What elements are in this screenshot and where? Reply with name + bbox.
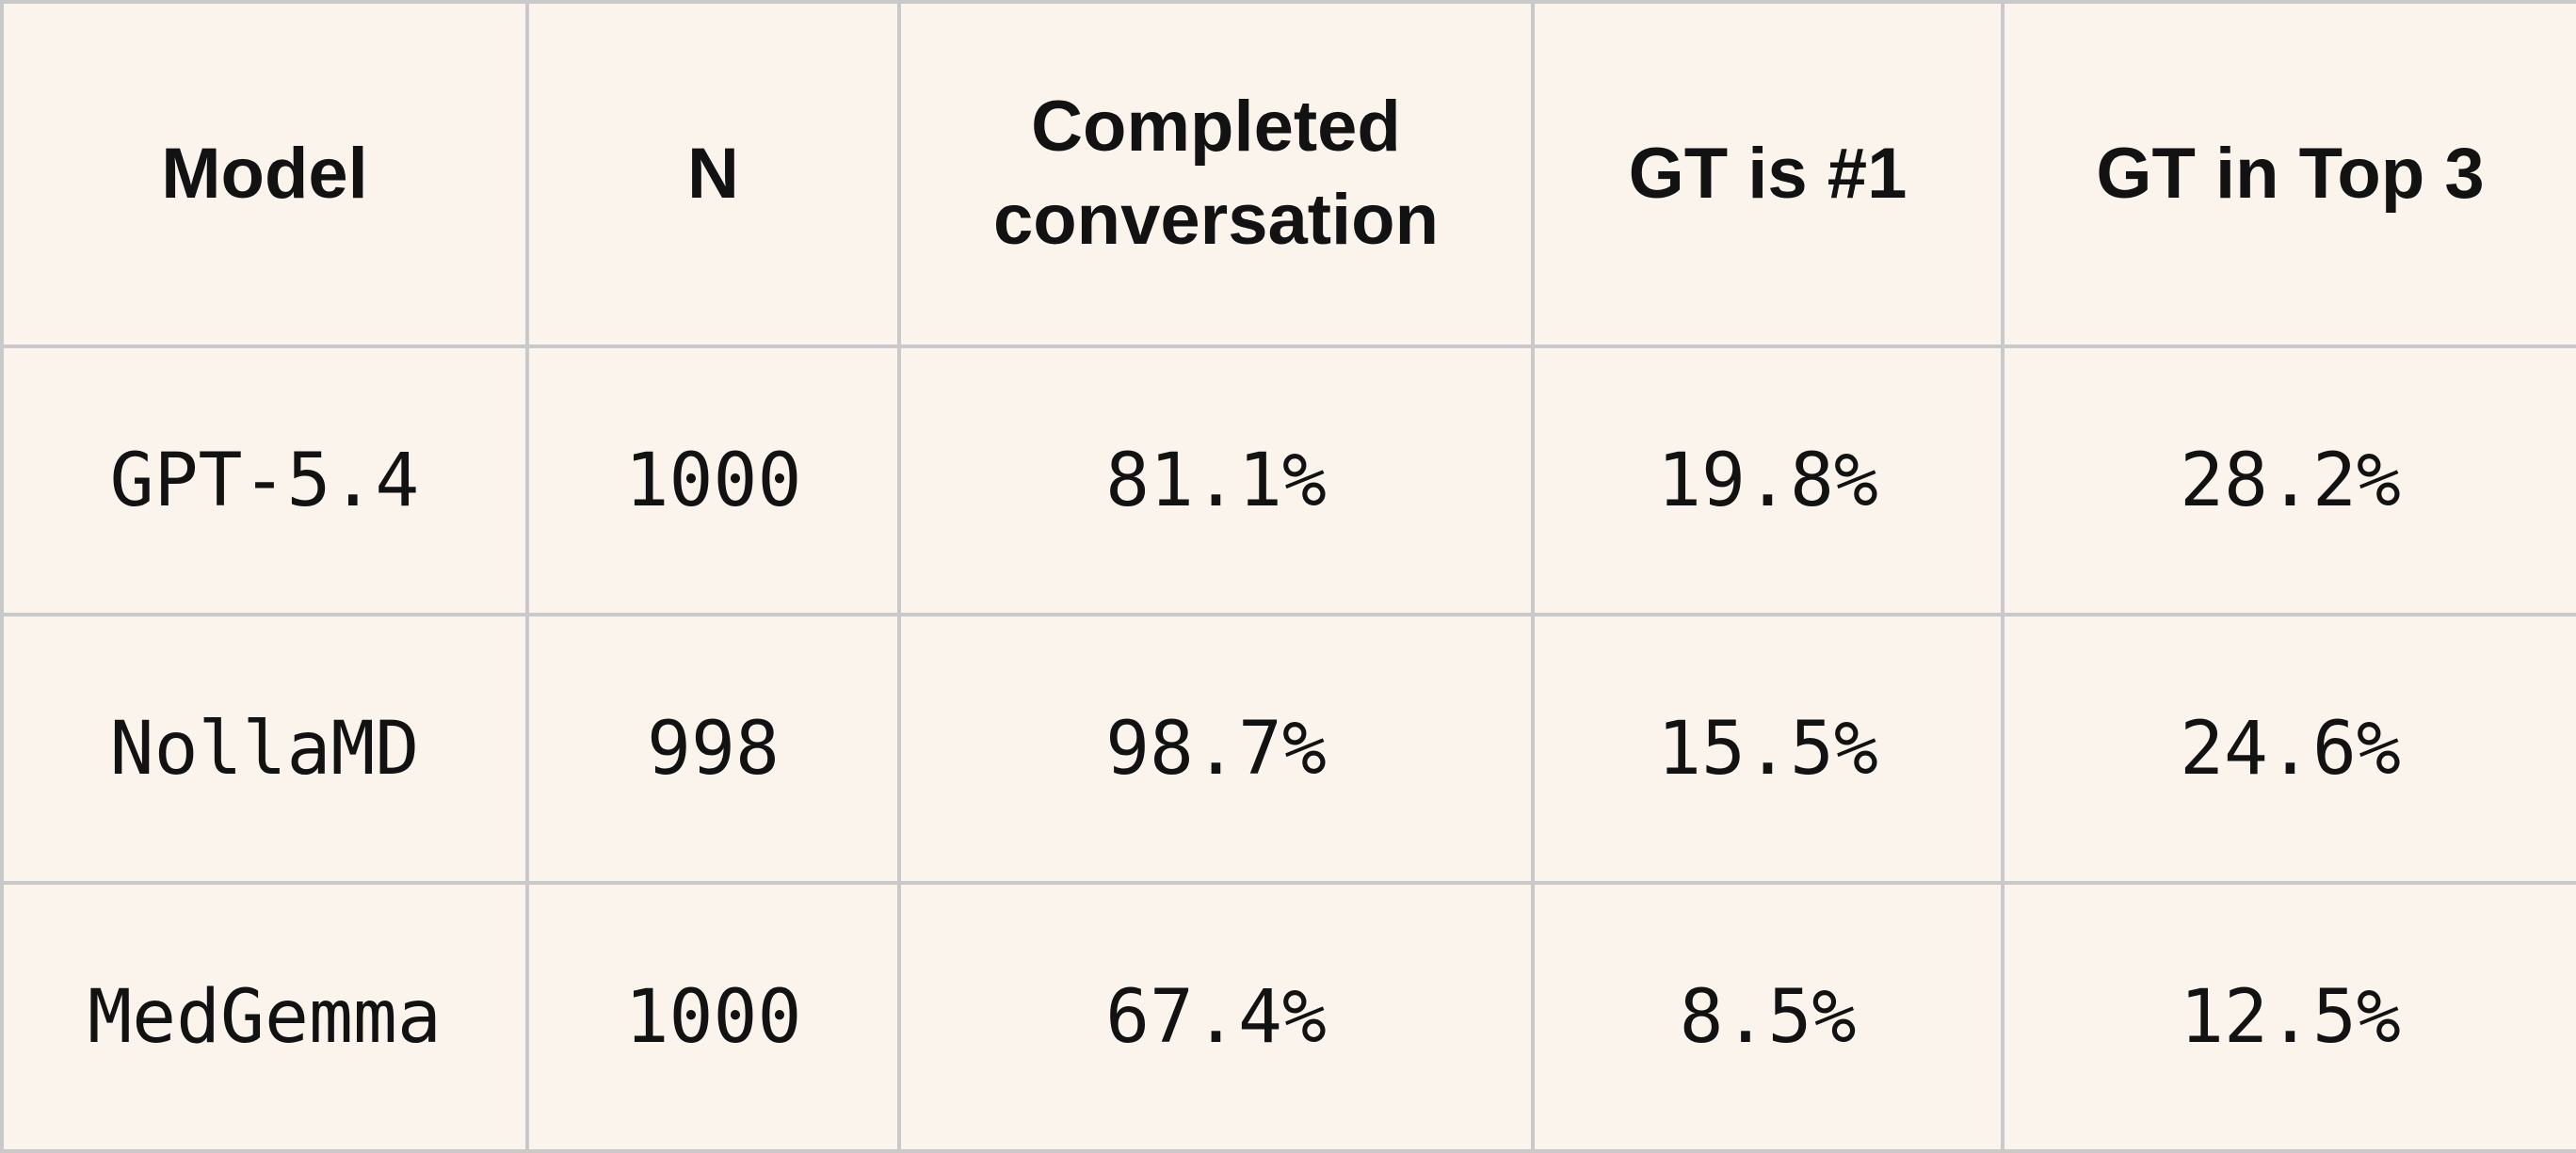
cell-n: 1000: [525, 881, 901, 1153]
cell-gt-is-1: 8.5%: [1531, 881, 2004, 1153]
column-header-gt-in-top-3: GT in Top 3: [2001, 0, 2576, 348]
cell-gt-in-top-3: 28.2%: [2001, 344, 2576, 617]
table-row: NollaMD 998 98.7% 15.5% 24.6%: [0, 613, 2576, 885]
cell-model-name: NollaMD: [0, 613, 529, 885]
cell-n: 998: [525, 613, 901, 885]
cell-completed-conversation: 67.4%: [897, 881, 1535, 1153]
column-header-gt-is-1: GT is #1: [1531, 0, 2004, 348]
column-header-n: N: [525, 0, 901, 348]
cell-model-name: GPT-5.4: [0, 344, 529, 617]
cell-gt-is-1: 19.8%: [1531, 344, 2004, 617]
cell-n: 1000: [525, 344, 901, 617]
table-header-row: Model N Completed conversation GT is #1 …: [0, 0, 2576, 348]
cell-completed-conversation: 98.7%: [897, 613, 1535, 885]
cell-gt-in-top-3: 12.5%: [2001, 881, 2576, 1153]
table-row: GPT-5.4 1000 81.1% 19.8% 28.2%: [0, 344, 2576, 617]
column-header-completed-conversation: Completed conversation: [897, 0, 1535, 348]
cell-completed-conversation: 81.1%: [897, 344, 1535, 617]
table-row: MedGemma 1000 67.4% 8.5% 12.5%: [0, 881, 2576, 1153]
cell-model-name: MedGemma: [0, 881, 529, 1153]
column-header-model: Model: [0, 0, 529, 348]
cell-gt-is-1: 15.5%: [1531, 613, 2004, 885]
cell-gt-in-top-3: 24.6%: [2001, 613, 2576, 885]
